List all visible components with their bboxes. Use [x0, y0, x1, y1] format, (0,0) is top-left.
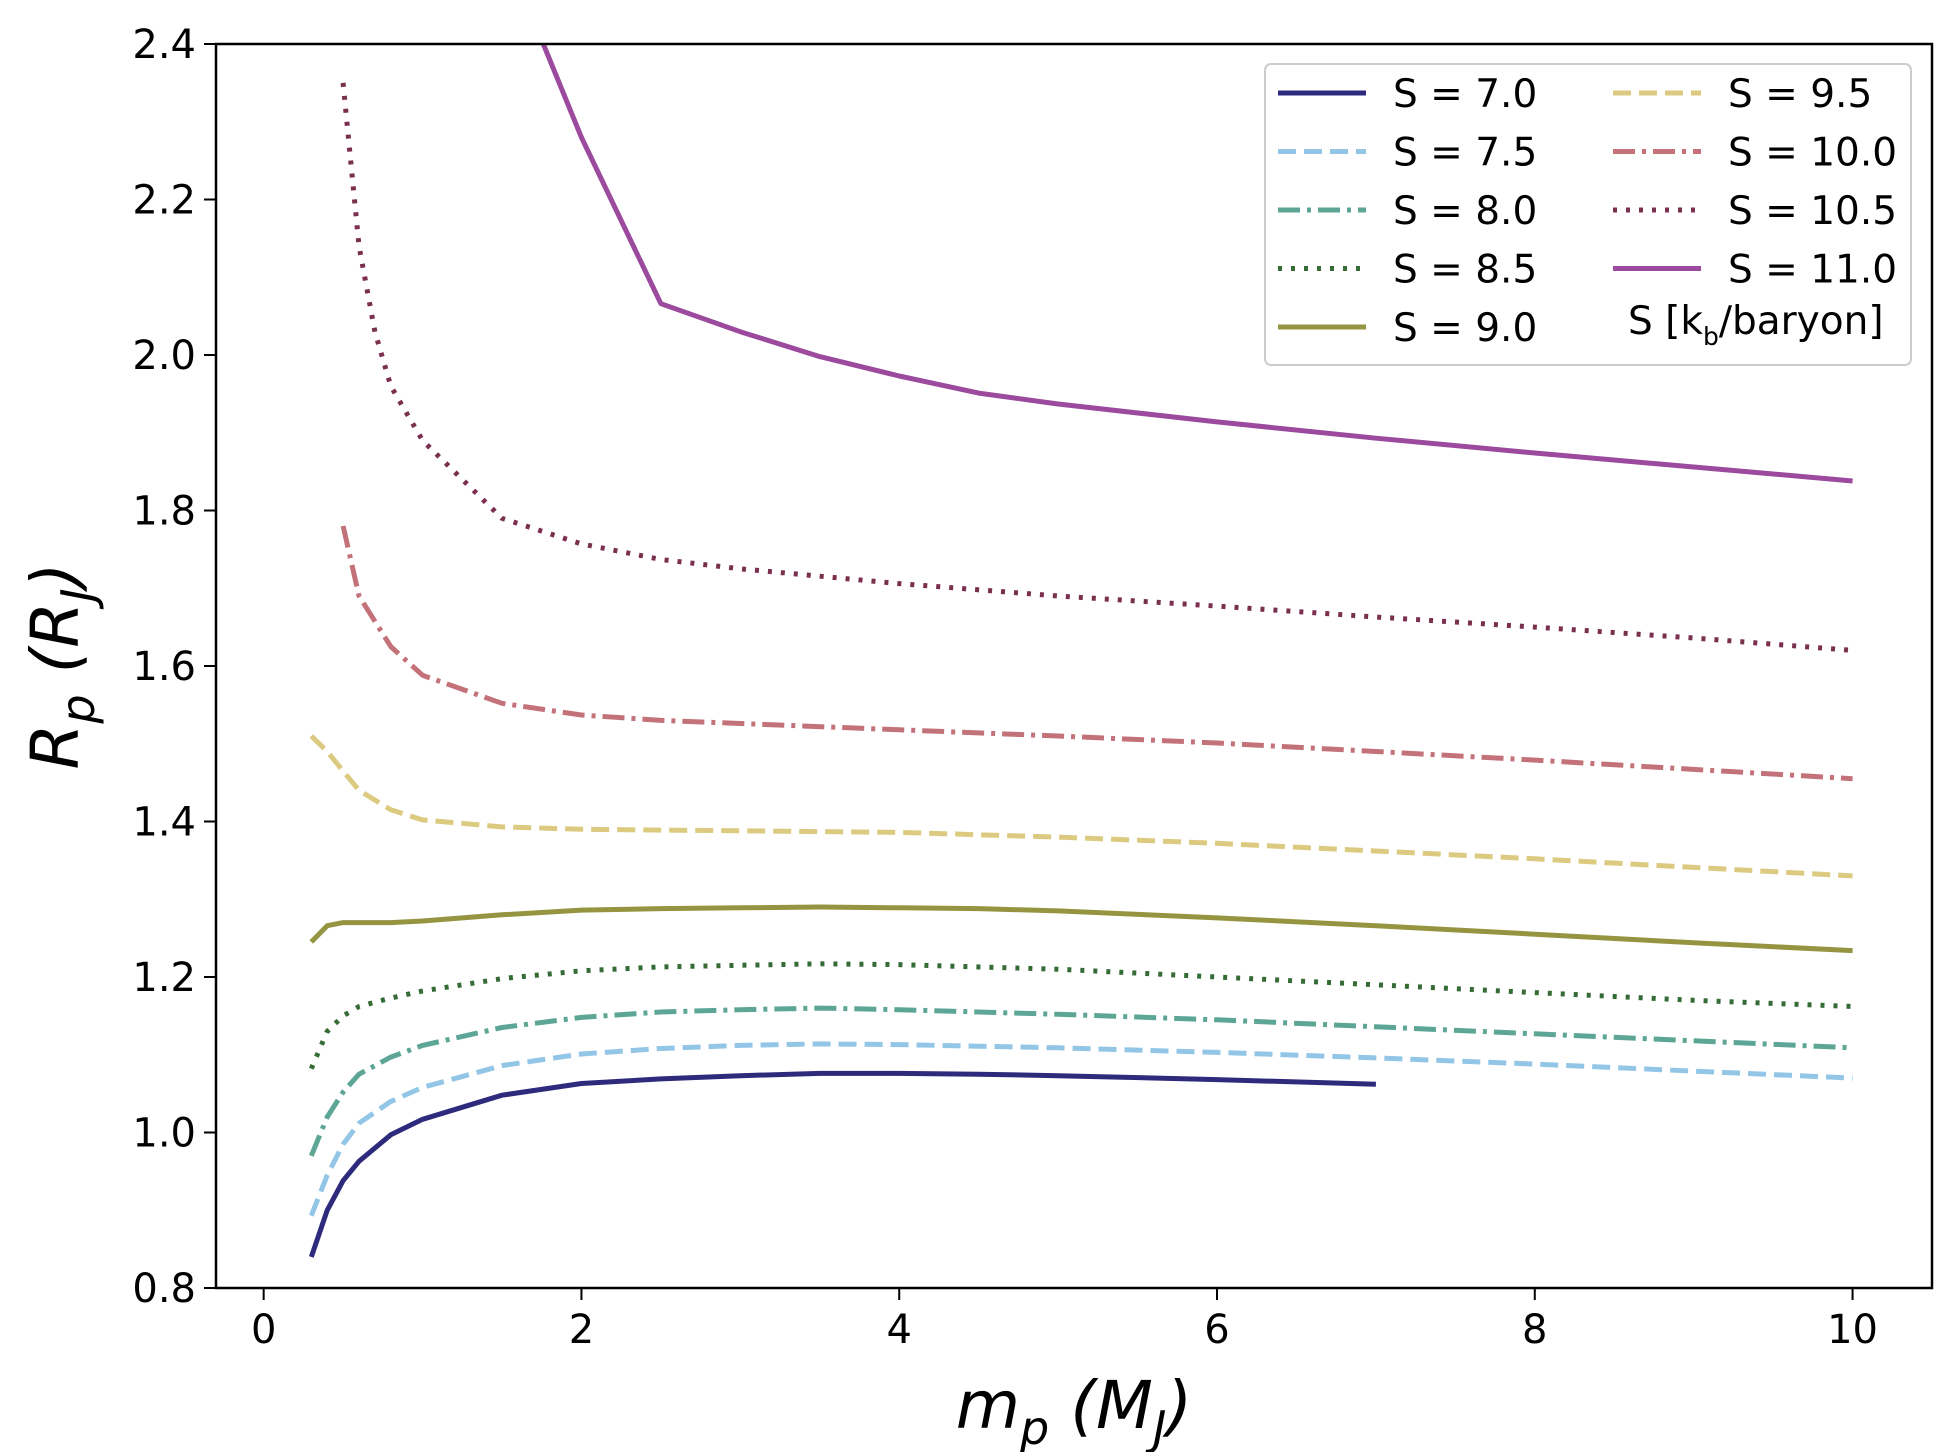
y-tick-label: 1.4 [132, 800, 196, 846]
series-line [309, 734, 1853, 879]
legend-label: S = 10.5 [1728, 189, 1897, 234]
legend-label: S = 9.5 [1728, 72, 1872, 117]
y-tick-label: 0.8 [132, 1266, 196, 1312]
legend-label: S = 8.0 [1393, 189, 1537, 234]
series-line [340, 525, 1853, 782]
y-tick-label: 1.6 [132, 644, 196, 690]
x-tick-label: 8 [1522, 1307, 1547, 1353]
legend-title: S [kb/baryon] [1628, 299, 1884, 351]
legend-label: S = 7.0 [1393, 72, 1537, 117]
series-line [308, 1041, 1853, 1217]
series-layer [308, 44, 1853, 1258]
series-line [309, 904, 1853, 954]
legend-label: S = 7.5 [1393, 131, 1537, 176]
x-tick-label: 10 [1827, 1307, 1878, 1353]
series-line [340, 82, 1853, 653]
series-line [540, 44, 1853, 484]
legend-label: S = 11.0 [1728, 248, 1897, 293]
series-line [309, 961, 1853, 1070]
y-tick-label: 2.2 [132, 178, 196, 224]
legend-entries: S = 7.0 S = 7.5 S = 8.0 S = 8.5 S = 9.0 S = 9… [1278, 72, 1897, 351]
legend-label: S = 8.5 [1393, 248, 1537, 293]
y-tick-label: 2.4 [132, 22, 196, 68]
legend: S = 7.0 S = 7.5 S = 8.0 S = 8.5 S = 9.0 S = 9… [1264, 63, 1912, 366]
y-axis: 0.8 1.0 1.2 1.4 1.6 1.8 2.0 2.2 2.4 [132, 22, 216, 1312]
x-tick-label: 4 [886, 1307, 911, 1353]
legend-label: S = 10.0 [1728, 131, 1897, 176]
legend-label: S = 9.0 [1393, 306, 1537, 351]
y-tick-label: 1.8 [132, 489, 196, 535]
y-tick-label: 2.0 [132, 333, 196, 379]
x-axis: 0 2 4 6 8 10 [251, 1288, 1878, 1353]
x-axis-label: mp (MJ) [956, 1367, 1193, 1452]
x-tick-label: 2 [569, 1307, 594, 1353]
x-tick-label: 6 [1204, 1307, 1229, 1353]
series-line [308, 1005, 1853, 1157]
series-line [308, 1070, 1376, 1258]
x-tick-label: 0 [251, 1307, 276, 1353]
legend-box [1264, 63, 1912, 366]
y-tick-label: 1.0 [132, 1111, 196, 1157]
y-tick-label: 1.2 [132, 955, 196, 1001]
y-axis-label: Rp (RJ) [17, 563, 105, 770]
